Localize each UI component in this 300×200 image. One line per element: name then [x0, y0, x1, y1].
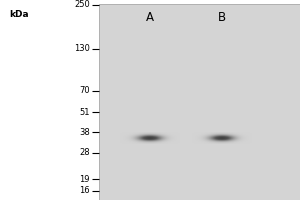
Text: 38: 38	[79, 128, 90, 137]
Text: 19: 19	[80, 175, 90, 184]
Text: 130: 130	[74, 44, 90, 53]
Text: 250: 250	[74, 0, 90, 9]
Text: 70: 70	[80, 86, 90, 95]
Text: kDa: kDa	[9, 10, 28, 19]
Bar	[99, 4, 300, 200]
Text: A: A	[146, 11, 154, 24]
Text: 16: 16	[80, 186, 90, 195]
Text: 28: 28	[80, 148, 90, 157]
Text: B: B	[218, 11, 226, 24]
Text: 51: 51	[80, 108, 90, 117]
